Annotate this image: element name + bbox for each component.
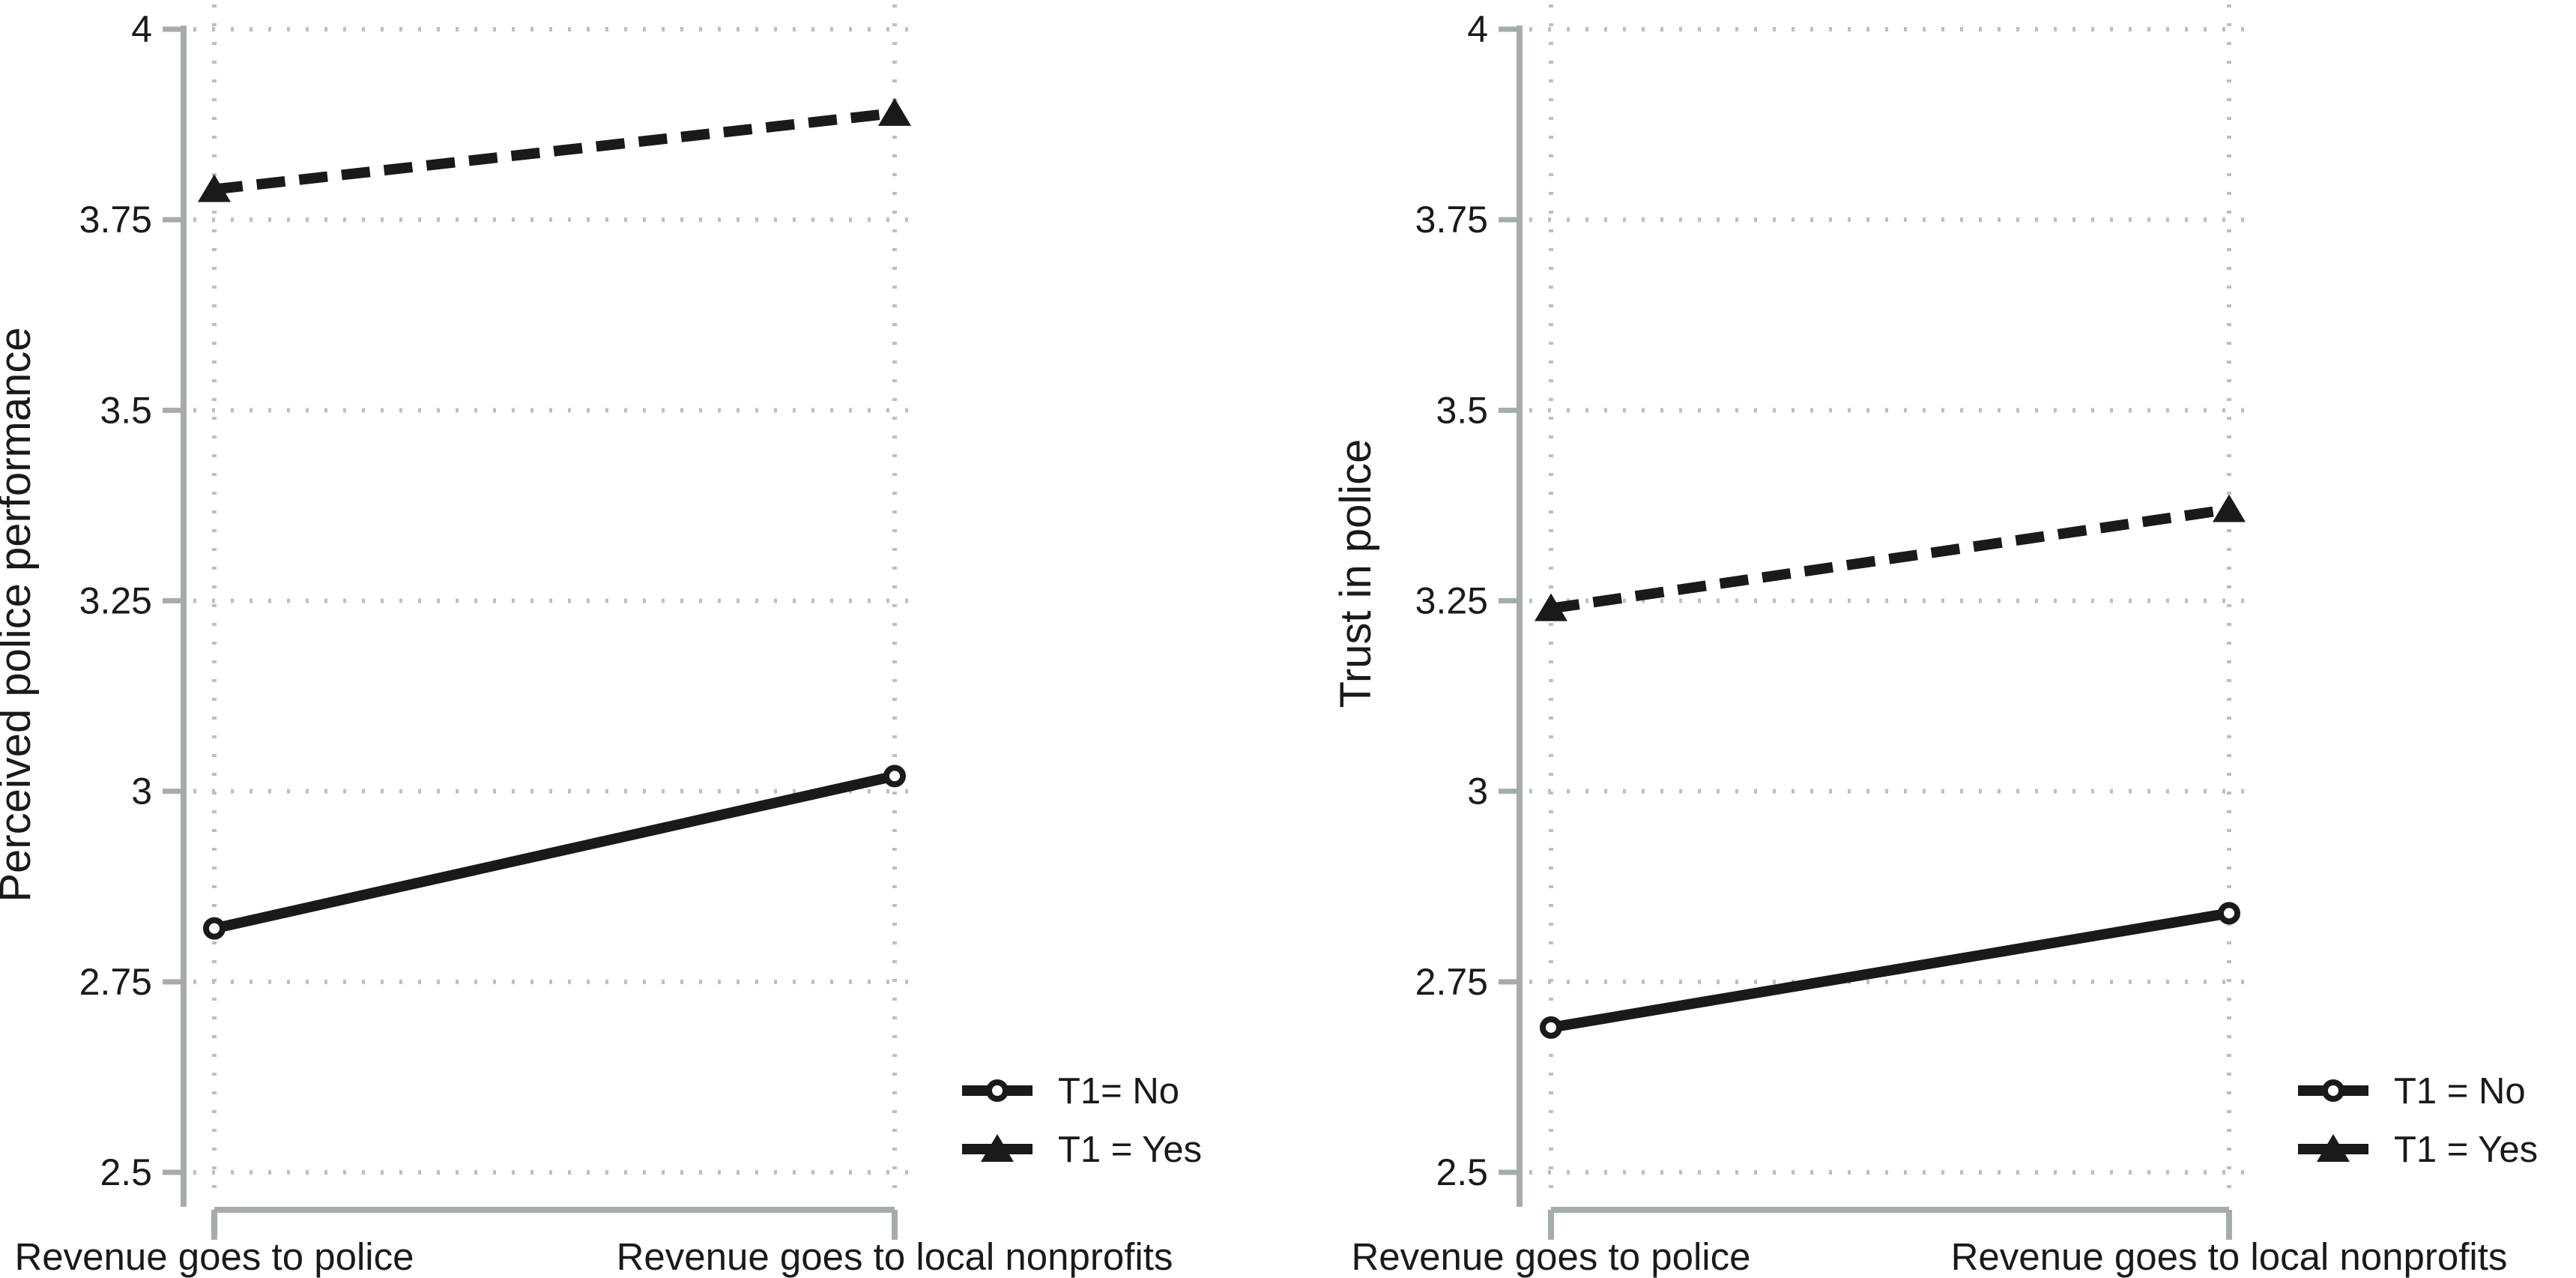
y-axis-title: Trust in police	[1331, 439, 1380, 708]
y-tick-label: 3.5	[100, 389, 152, 431]
data-point-marker-triangle	[2317, 1134, 2350, 1162]
data-point-marker-triangle	[198, 174, 231, 202]
data-point-marker-triangle	[878, 97, 911, 126]
panel-left: 2.5 2.75 3 3.25 3.5 3.75 4 Revenue goes to poli…	[0, 4, 1202, 1278]
data-point-marker-circle	[2322, 1079, 2344, 1102]
series-line-dashed	[214, 107, 895, 195]
y-tick-label: 3.5	[1436, 389, 1488, 431]
y-tick-label: 3.75	[79, 199, 152, 241]
y-tick-label: 2.75	[79, 961, 152, 1003]
legend-label: T1 = Yes	[2394, 1130, 2538, 1170]
y-tick-label: 3.25	[79, 580, 152, 622]
y-tick-label: 3	[131, 771, 152, 813]
y-tick-label: 4	[1467, 8, 1488, 50]
legend-label: T1 = Yes	[1058, 1130, 1202, 1170]
chart-left: 2.5 2.75 3 3.25 3.5 3.75 4 Revenue goes to poli…	[0, 4, 1202, 1278]
y-tick-label: 3	[1467, 771, 1488, 813]
y-tick-label: 2.75	[1415, 961, 1488, 1003]
data-point-marker-circle	[2218, 902, 2240, 925]
data-point-marker-triangle	[981, 1134, 1014, 1162]
legend-label: T1 = No	[2394, 1071, 2526, 1112]
series-line-solid	[213, 771, 896, 934]
legend-label: T1= No	[1058, 1071, 1179, 1112]
y-tick-label: 4	[131, 8, 152, 50]
data-point-marker-triangle	[1535, 593, 1567, 621]
category-label: Revenue goes to police	[1351, 1235, 1750, 1278]
y-axis-title: Perceived police performance	[0, 327, 40, 902]
category-label: Revenue goes to local nonprofits	[617, 1235, 1173, 1278]
series-line-dashed	[1549, 504, 2231, 614]
y-tick-label: 3.25	[1415, 580, 1488, 622]
data-point-marker-triangle	[2213, 494, 2246, 522]
y-tick-label: 2.5	[100, 1151, 152, 1193]
series-line-solid	[1549, 908, 2231, 1033]
data-point-marker-circle	[986, 1079, 1009, 1102]
data-point-marker-circle	[883, 765, 906, 788]
data-point-marker-circle	[203, 917, 226, 940]
panel-right: 2.5 2.75 3 3.25 3.5 3.75 4 Revenue goes to poli…	[1288, 0, 2576, 1278]
chart-right: 2.5 2.75 3 3.25 3.5 3.75 4 Revenue goes to poli…	[1331, 4, 2538, 1278]
category-label: Revenue goes to local nonprofits	[1951, 1235, 2508, 1278]
category-label: Revenue goes to police	[14, 1235, 414, 1278]
y-tick-label: 2.5	[1436, 1151, 1488, 1193]
y-tick-label: 3.75	[1415, 199, 1488, 241]
data-point-marker-circle	[1540, 1016, 1562, 1039]
